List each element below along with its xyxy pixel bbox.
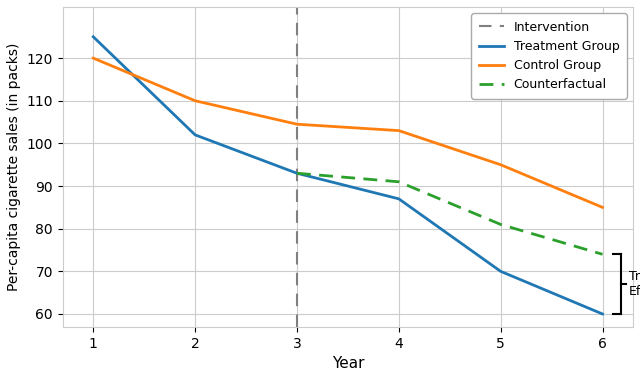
Treatment Group — [395, 197, 403, 201]
X-axis label: Year: Year — [332, 356, 364, 371]
Control Group — [90, 56, 97, 60]
Control Group — [293, 122, 301, 127]
Treatment Group — [598, 312, 606, 316]
Text: Treatment
Effect: Treatment Effect — [628, 270, 640, 298]
Y-axis label: Per-capita cigarette sales (in packs): Per-capita cigarette sales (in packs) — [7, 43, 21, 291]
Treatment Group — [90, 34, 97, 39]
Counterfactual — [395, 180, 403, 184]
Line: Treatment Group: Treatment Group — [93, 37, 602, 314]
Legend: Intervention, Treatment Group, Control Group, Counterfactual: Intervention, Treatment Group, Control G… — [471, 13, 627, 99]
Control Group — [191, 99, 199, 103]
Control Group — [598, 205, 606, 210]
Treatment Group — [191, 133, 199, 137]
Counterfactual — [598, 252, 606, 257]
Line: Counterfactual: Counterfactual — [297, 173, 602, 254]
Treatment Group — [497, 269, 504, 274]
Control Group — [497, 163, 504, 167]
Line: Control Group: Control Group — [93, 58, 602, 208]
Control Group — [395, 129, 403, 133]
Counterfactual — [293, 171, 301, 175]
Treatment Group — [293, 171, 301, 175]
Counterfactual — [497, 222, 504, 227]
